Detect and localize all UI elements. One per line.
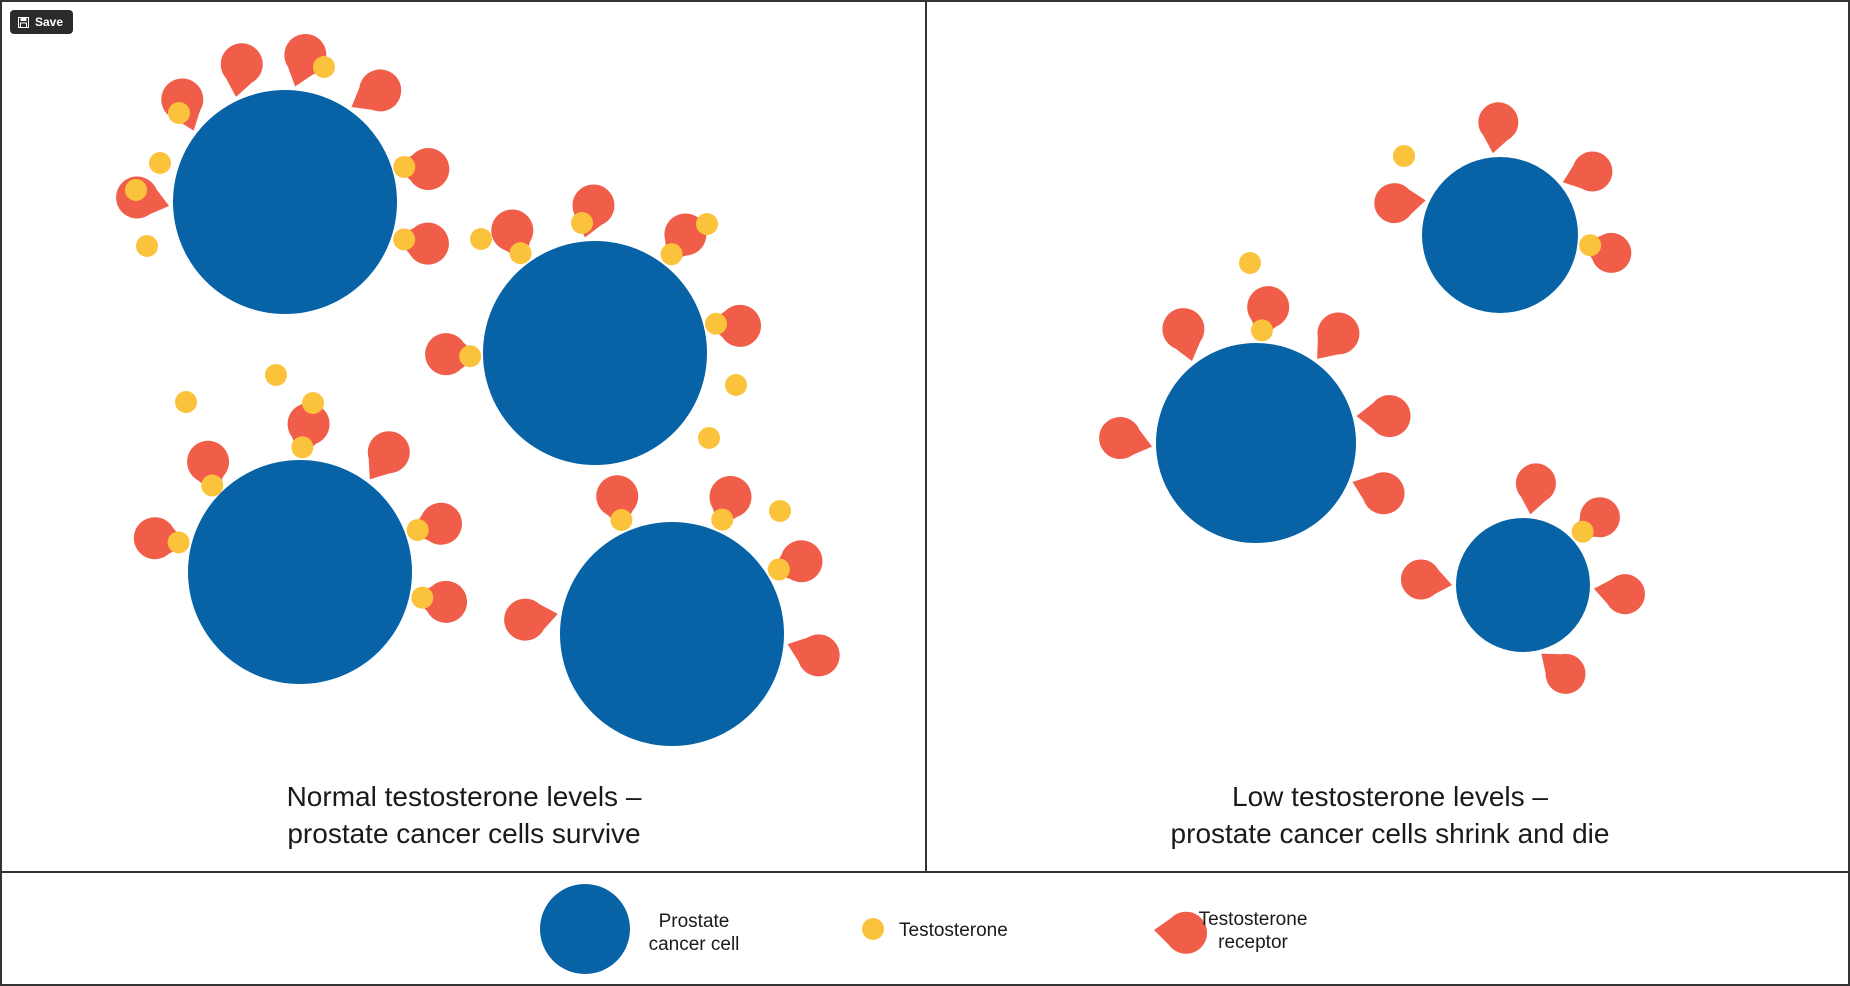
right-caption-line1: Low testosterone levels – (1232, 781, 1548, 812)
testosterone-molecule (1579, 234, 1602, 257)
testosterone-receptor (1562, 151, 1613, 192)
prostate-cancer-cell (1456, 518, 1590, 652)
right-caption-line2: prostate cancer cells shrink and die (1171, 818, 1610, 849)
testosterone-molecule (705, 312, 728, 335)
testosterone-molecule (459, 345, 482, 368)
testosterone-receptor (351, 69, 402, 112)
legend-cell-label-line1: Prostate (659, 911, 730, 932)
testosterone-molecule (725, 374, 747, 396)
testosterone-molecule (201, 474, 224, 497)
legend-testosterone-swatch (862, 918, 884, 940)
legend-receptor-label-line2: receptor (1218, 932, 1288, 953)
legend-cell-swatch (540, 884, 630, 974)
testosterone-molecule (136, 235, 158, 257)
save-button[interactable]: Save (10, 10, 74, 34)
testosterone-molecule (406, 518, 429, 541)
testosterone-receptor (1162, 308, 1205, 362)
testosterone-molecule (660, 243, 683, 266)
testosterone-molecule (769, 500, 791, 522)
legend-cell-label-line2: cancer cell (649, 934, 740, 955)
testosterone-molecule (265, 364, 287, 386)
prostate-cancer-cell (560, 522, 784, 746)
left-caption-line1: Normal testosterone levels – (287, 781, 642, 812)
legend-testosterone-label: Testosterone (899, 920, 1008, 941)
testosterone-molecule (711, 508, 734, 531)
testosterone-receptor (787, 634, 840, 677)
prostate-cancer-cell (188, 460, 412, 684)
legend-receptor-label-line1: Testosterone (1199, 909, 1308, 930)
save-label: Save (35, 15, 64, 29)
save-icon (18, 16, 29, 28)
testosterone-molecule (698, 427, 720, 449)
left-caption-line2: prostate cancer cells survive (287, 818, 640, 849)
testosterone-receptor (1374, 183, 1426, 224)
testosterone-receptor (1099, 417, 1153, 460)
testosterone-receptor (1317, 312, 1360, 359)
testosterone-receptor (1478, 102, 1519, 154)
right-caption: Low testosterone levels – prostate cance… (1171, 781, 1610, 849)
testosterone-molecule (1239, 252, 1261, 274)
testosterone-receptor (1154, 911, 1208, 954)
testosterone-receptor (220, 43, 263, 97)
testosterone-receptor (1541, 653, 1586, 694)
normal-testosterone-panel (116, 33, 840, 746)
testosterone-molecule (393, 155, 416, 178)
testosterone-molecule (313, 56, 335, 78)
legend-receptor-swatch (1154, 911, 1208, 954)
left-caption: Normal testosterone levels – prostate ca… (287, 781, 642, 849)
testosterone-receptor (1356, 395, 1411, 438)
testosterone-molecule (302, 392, 324, 414)
testosterone-molecule (168, 102, 190, 124)
testosterone-molecule (393, 228, 416, 251)
testosterone-molecule (411, 586, 434, 609)
legend: Prostate cancer cell Testosterone Testos… (540, 884, 1307, 974)
testosterone-receptor (1352, 472, 1405, 515)
testosterone-molecule (470, 228, 492, 250)
testosterone-molecule (1393, 145, 1415, 167)
testosterone-receptor (504, 598, 558, 641)
prostate-cancer-cell (1156, 343, 1356, 543)
testosterone-molecule (167, 531, 190, 554)
testosterone-molecule (1571, 520, 1594, 543)
testosterone-receptor (1515, 463, 1556, 515)
prostate-cancer-cell (1422, 157, 1578, 313)
testosterone-molecule (125, 179, 147, 201)
testosterone-molecule (509, 242, 532, 265)
testosterone-molecule (1250, 319, 1273, 342)
testosterone-receptor (284, 33, 327, 87)
testosterone-molecule (175, 391, 197, 413)
testosterone-molecule (291, 436, 314, 459)
testosterone-molecule (571, 212, 593, 234)
testosterone-receptor (1400, 559, 1452, 600)
prostate-cancer-cell (483, 241, 707, 465)
testosterone-receptor (367, 431, 410, 480)
testosterone-receptor (1593, 574, 1645, 615)
prostate-cancer-cell (173, 90, 397, 314)
testosterone-molecule (610, 509, 633, 532)
testosterone-molecule (149, 152, 171, 174)
low-testosterone-panel (1099, 102, 1645, 694)
testosterone-molecule (767, 558, 790, 581)
testosterone-molecule (696, 213, 718, 235)
